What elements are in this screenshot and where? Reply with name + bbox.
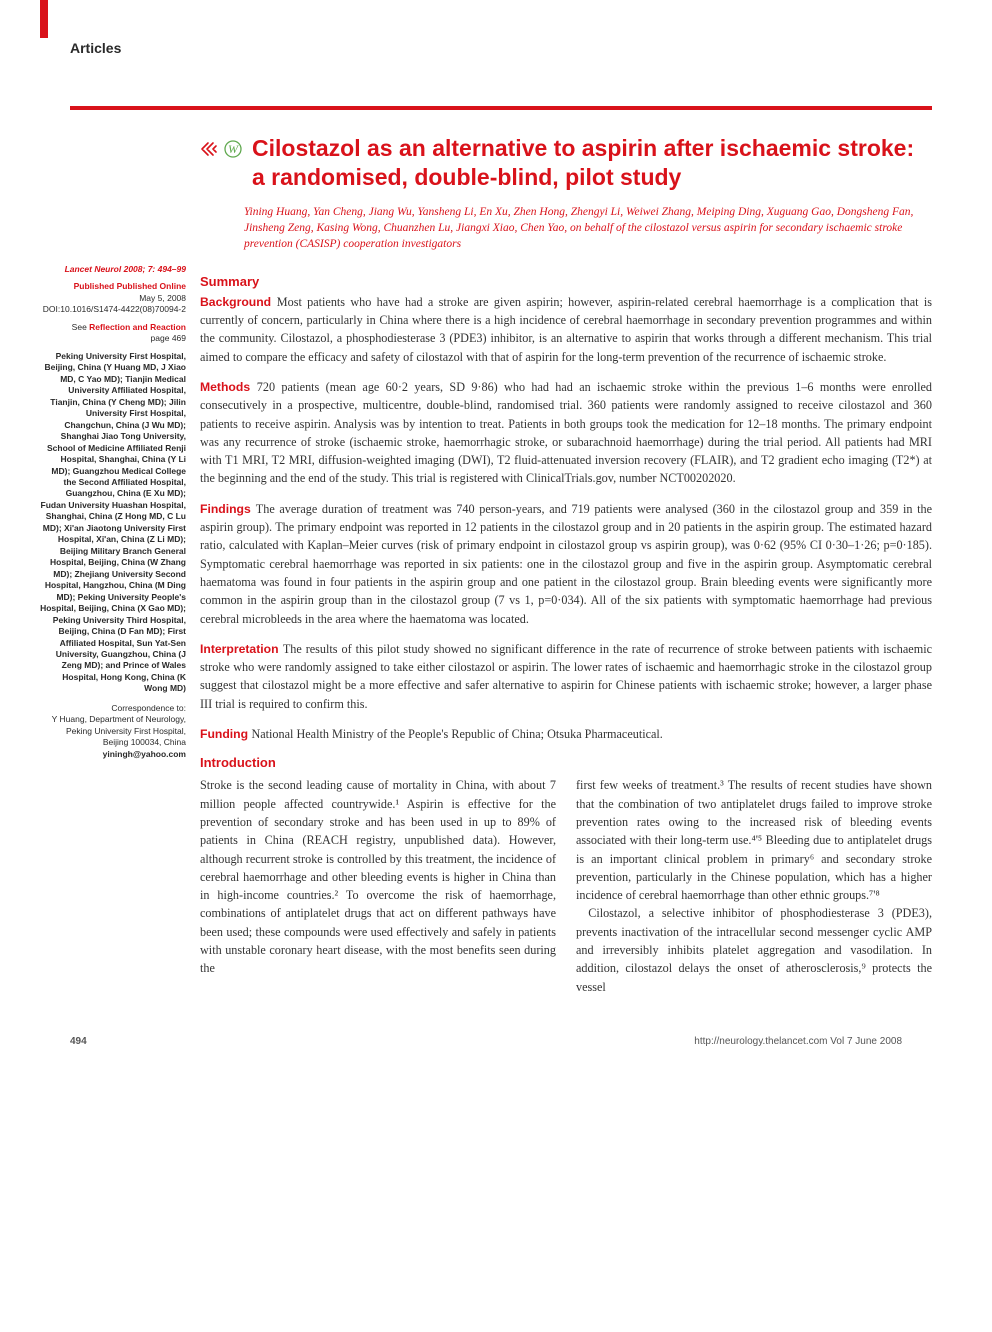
- correspondence: Correspondence to: Y Huang, Department o…: [40, 703, 186, 760]
- affiliations: Peking University First Hospital, Beijin…: [40, 351, 186, 695]
- correspondence-label: Correspondence to:: [111, 703, 186, 713]
- published-date: May 5, 2008: [139, 293, 186, 303]
- journal-ref: Lancet Neurol 2008; 7: 494–99: [40, 264, 186, 275]
- summary-paragraph: Funding National Health Ministry of the …: [200, 725, 932, 743]
- summary-paragraph: Background Most patients who have had a …: [200, 293, 932, 366]
- correspondence-email: yiningh@yahoo.com: [103, 749, 186, 759]
- sidebar: Lancet Neurol 2008; 7: 494–99 Published …: [40, 134, 200, 996]
- see-page: page 469: [151, 333, 186, 343]
- intro-p3: Cilostazol, a selective inhibitor of pho…: [576, 904, 932, 995]
- footer: 494 http://neurology.thelancet.com Vol 7…: [40, 1036, 932, 1047]
- fast-track-icon: [200, 140, 218, 158]
- summary-label: Background: [200, 295, 277, 309]
- svg-text:W: W: [228, 142, 239, 156]
- intro-col-1: Stroke is the second leading cause of mo…: [200, 776, 556, 996]
- introduction-heading: Introduction: [200, 755, 932, 770]
- intro-p2: first few weeks of treatment.³ The resul…: [576, 776, 932, 904]
- summary-paragraph: Methods 720 patients (mean age 60·2 year…: [200, 378, 932, 488]
- page-number: 494: [70, 1036, 87, 1047]
- summary-paragraph: Findings The average duration of treatme…: [200, 500, 932, 628]
- doi: DOI:10.1016/S1474-4422(08)70094-2: [43, 304, 186, 314]
- published-label: Published Published Online: [74, 281, 186, 291]
- red-divider: [70, 106, 932, 110]
- footer-journal: http://neurology.thelancet.com Vol 7 Jun…: [694, 1036, 902, 1047]
- summary-label: Interpretation: [200, 642, 283, 656]
- article-title: Cilostazol as an alternative to aspirin …: [252, 134, 932, 192]
- summary-label: Funding: [200, 727, 251, 741]
- intro-columns: Stroke is the second leading cause of mo…: [200, 776, 932, 996]
- web-icon: W: [224, 140, 242, 158]
- summary-label: Methods: [200, 380, 257, 394]
- red-tab: [40, 0, 48, 38]
- published-block: Published Published Online May 5, 2008 D…: [40, 281, 186, 315]
- intro-col-2: first few weeks of treatment.³ The resul…: [576, 776, 932, 996]
- intro-p1: Stroke is the second leading cause of mo…: [200, 776, 556, 977]
- correspondence-body: Y Huang, Department of Neurology, Peking…: [52, 714, 186, 747]
- see-link[interactable]: Reflection and Reaction: [89, 322, 186, 332]
- summary-heading: Summary: [200, 274, 932, 289]
- main-column: W Cilostazol as an alternative to aspiri…: [200, 134, 932, 996]
- authors: Yining Huang, Yan Cheng, Jiang Wu, Yansh…: [244, 204, 932, 252]
- summary-block: Background Most patients who have had a …: [200, 293, 932, 744]
- summary-label: Findings: [200, 502, 256, 516]
- summary-paragraph: Interpretation The results of this pilot…: [200, 640, 932, 713]
- section-label: Articles: [70, 40, 932, 56]
- see-also: See Reflection and Reactionpage 469: [40, 322, 186, 345]
